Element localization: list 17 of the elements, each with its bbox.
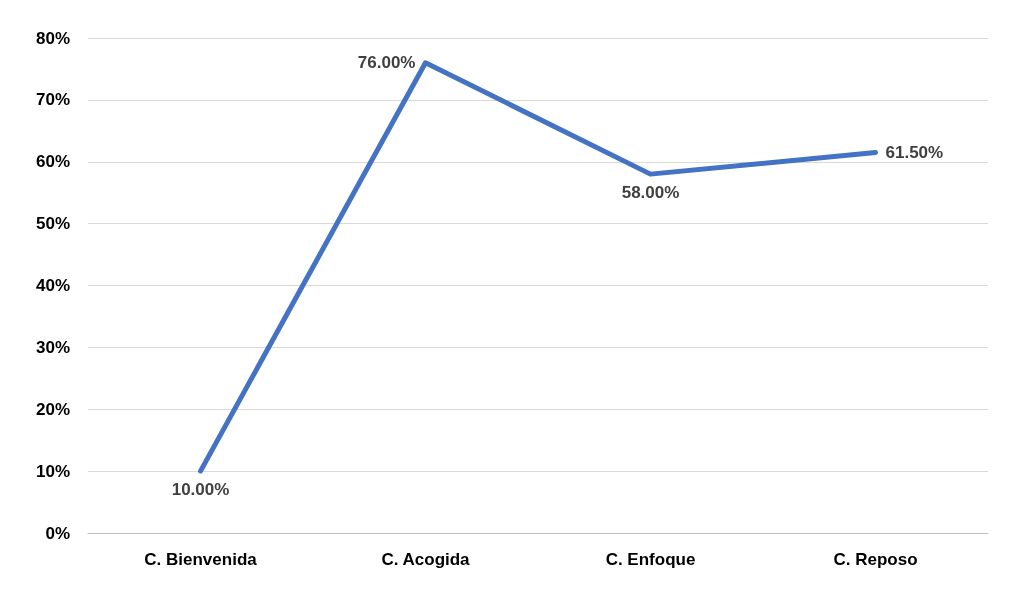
y-tick-label: 10% — [35, 461, 70, 481]
y-tick-label: 40% — [35, 276, 70, 295]
x-tick-label: C. Reposo — [833, 550, 918, 569]
y-tick-label: 70% — [35, 90, 70, 110]
x-tick-label: C. Bienvenida — [144, 550, 258, 569]
y-tick-label: 30% — [35, 337, 70, 357]
data-label: 61.50% — [885, 142, 944, 162]
x-tick-label: C. Enfoque — [605, 550, 696, 569]
data-label: 58.00% — [621, 183, 680, 203]
data-label: 76.00% — [357, 53, 416, 73]
data-label: 10.00% — [171, 480, 230, 500]
y-tick-label: 80% — [35, 28, 70, 48]
y-tick-label: 50% — [35, 214, 70, 234]
y-tick-label: 0% — [45, 523, 70, 543]
x-tick-label: C. Acogida — [381, 550, 471, 569]
y-tick-label: 20% — [35, 399, 70, 419]
y-tick-label: 60% — [35, 152, 70, 172]
